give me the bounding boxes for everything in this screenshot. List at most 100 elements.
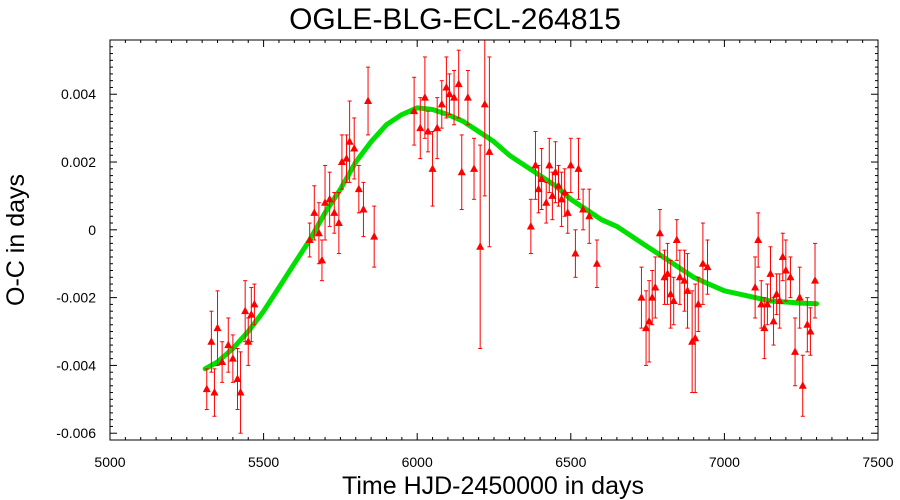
data-point-triangle — [420, 93, 429, 101]
data-point-triangle — [637, 293, 646, 301]
data-point-triangle — [480, 99, 489, 108]
data-point-triangle — [566, 160, 575, 169]
data-point-triangle — [531, 160, 540, 169]
data-point-triangle — [428, 164, 437, 172]
data-point-triangle — [330, 208, 339, 216]
data-point-triangle — [241, 306, 250, 315]
data-point-triangle — [694, 299, 703, 308]
y-tick-label: -0.004 — [56, 357, 96, 373]
data-point-triangle — [218, 357, 227, 366]
data-point-triangle — [579, 204, 588, 213]
plot-frame — [109, 39, 879, 441]
data-point-triangle — [585, 211, 594, 220]
y-tick-label: 0.004 — [61, 86, 96, 102]
data-point-triangle — [325, 194, 334, 203]
data-point-triangle — [545, 160, 554, 169]
data-point-triangle — [334, 218, 343, 227]
data-point-triangle — [537, 174, 546, 182]
data-point-triangle — [751, 282, 760, 291]
data-point-triangle — [433, 123, 442, 132]
y-axis-label: O-C in days — [2, 174, 30, 306]
data-point-triangle — [571, 249, 580, 257]
data-point-triangle — [675, 272, 684, 281]
data-point-triangle — [691, 333, 700, 342]
data-point-triangle — [202, 384, 211, 393]
data-point-triangle — [651, 282, 660, 291]
data-point-triangle — [359, 204, 368, 213]
data-point-triangle — [769, 316, 778, 325]
data-point-triangle — [672, 235, 681, 243]
data-point-triangle — [250, 299, 259, 308]
data-point-triangle — [806, 327, 815, 335]
data-point-triangle — [548, 191, 557, 199]
y-tick-label: -0.006 — [56, 425, 96, 441]
data-point-triangle — [666, 289, 675, 298]
axis-ticks-layer: 5000 5500 6000 6500 7000 7500 -0.006 -0.004 -0.0… — [56, 39, 894, 470]
data-point-triangle — [354, 184, 363, 193]
x-axis-label: Time HJD-2450000 in days — [342, 472, 644, 500]
data-point-triangle — [244, 337, 253, 345]
data-point-triangle — [763, 299, 772, 308]
data-point-triangle — [803, 320, 812, 328]
data-point-triangle — [669, 296, 678, 305]
data-point-triangle — [786, 272, 795, 281]
data-point-triangle — [795, 293, 804, 301]
data-point-triangle — [321, 198, 330, 206]
data-point-triangle — [463, 93, 472, 101]
data-point-triangle — [791, 347, 800, 355]
data-point-triangle — [574, 164, 583, 172]
data-point-triangle — [314, 228, 323, 237]
data-point-triangle — [703, 262, 712, 271]
data-point-triangle — [350, 143, 359, 152]
data-point-triangle — [228, 354, 237, 362]
y-tick-label: -0.002 — [56, 290, 96, 306]
data-point-triangle — [542, 198, 551, 206]
data-point-triangle — [778, 252, 787, 260]
data-point-triangle — [698, 259, 707, 267]
data-point-triangle — [213, 323, 222, 332]
data-point-triangle — [757, 299, 766, 308]
x-tick-label: 7000 — [709, 454, 740, 470]
data-point-triangle — [476, 242, 485, 250]
x-tick-label: 7500 — [862, 454, 893, 470]
x-tick-label: 6500 — [555, 454, 586, 470]
data-point-triangle — [526, 221, 535, 230]
data-point-triangle — [557, 194, 566, 203]
data-point-triangle — [317, 255, 326, 264]
fit-curve-layer — [202, 105, 820, 372]
data-points-layer — [202, 40, 820, 434]
data-point-triangle — [592, 259, 601, 267]
data-point-triangle — [485, 147, 494, 155]
data-point-triangle — [454, 79, 463, 88]
data-point-triangle — [563, 208, 572, 216]
data-point-triangle — [233, 374, 242, 382]
data-point-triangle — [210, 388, 219, 396]
data-point-triangle — [457, 167, 466, 176]
x-tick-label: 5000 — [94, 454, 125, 470]
data-point-triangle — [416, 123, 425, 132]
data-point-triangle — [410, 106, 419, 115]
data-point-triangle — [772, 289, 781, 298]
data-point-triangle — [551, 167, 560, 176]
fit-curve-line — [202, 105, 820, 372]
data-point-triangle — [683, 286, 692, 294]
data-point-triangle — [560, 188, 569, 196]
data-point-triangle — [442, 82, 451, 91]
data-point-triangle — [642, 323, 651, 332]
data-point-triangle — [655, 228, 664, 237]
data-point-triangle — [811, 276, 820, 284]
data-point-triangle — [766, 269, 775, 277]
x-tick-label: 6000 — [402, 454, 433, 470]
data-point-triangle — [645, 316, 654, 325]
data-point-triangle — [345, 137, 354, 145]
chart-title: OGLE-BLG-ECL-264815 — [289, 3, 621, 36]
data-point-triangle — [207, 337, 216, 345]
data-point-triangle — [648, 293, 657, 301]
data-point-triangle — [798, 381, 807, 389]
data-point-triangle — [470, 164, 479, 172]
data-point-triangle — [364, 96, 373, 105]
data-point-triangle — [342, 154, 351, 162]
data-point-triangle — [754, 235, 763, 243]
data-point-triangle — [305, 235, 314, 243]
